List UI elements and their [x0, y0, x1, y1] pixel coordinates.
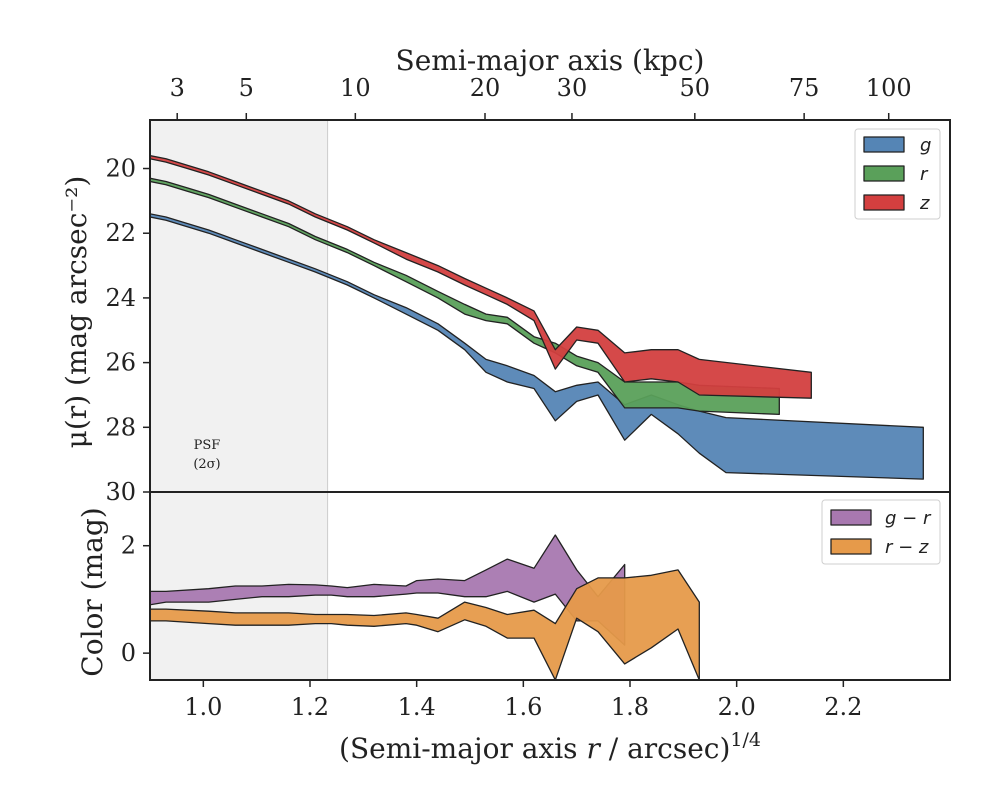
band-z: [151, 155, 812, 399]
band-r-z: [151, 569, 700, 679]
legend-swatch-g: [863, 136, 905, 153]
xtick-label-bottom: 1.8: [611, 693, 649, 721]
xtick-label-bottom: 1.4: [398, 693, 436, 721]
legend-label-r-z: r − z: [885, 537, 929, 558]
xtick-label-bottom: 1.6: [504, 693, 542, 721]
ytick-label-top: 28: [105, 413, 136, 441]
psf-label: PSF: [194, 438, 221, 453]
legend-label-g: g: [920, 135, 931, 156]
bottom-legend: g − r r − z: [821, 499, 941, 565]
legend-swatch-r: [863, 165, 905, 182]
xtick-label-top: 3: [170, 74, 185, 102]
ytick-label-top: 24: [105, 284, 136, 312]
top-axis-label: Semi-major axis (kpc): [396, 44, 705, 77]
band-g: [151, 213, 924, 480]
xtick-label-top: 75: [789, 74, 820, 102]
surface-brightness-bands: [151, 155, 924, 480]
legend-label-g-r: g − r: [885, 508, 932, 529]
xtick-label-top: 50: [680, 74, 711, 102]
legend-label-r: r: [920, 164, 929, 185]
bottom-axis-label: (Semi-major axis r / arcsec)1/4: [339, 729, 761, 765]
top-panel-ylabel: μ(r) (mag arcsec⁻²): [60, 176, 93, 449]
bottom-panel-ylabel: Color (mag): [76, 507, 109, 676]
color-bands: [151, 534, 700, 679]
bottom-panel-frame: [149, 491, 951, 681]
xtick-label-bottom: 2.0: [718, 693, 756, 721]
ytick-label-top: 20: [105, 155, 136, 183]
legend-swatch-g-r: [830, 509, 872, 526]
top-legend: g r z: [854, 128, 941, 220]
psf-region-top: [150, 120, 328, 492]
xtick-label-top: 100: [866, 74, 912, 102]
psf-sigma-label: (2σ): [193, 457, 220, 472]
legend-swatch-z: [863, 194, 905, 211]
legend-label-z: z: [919, 193, 930, 214]
ytick-label-bottom: 0: [121, 639, 136, 667]
ytick-label-top: 22: [105, 219, 136, 247]
xtick-label-bottom: 2.2: [824, 693, 862, 721]
xtick-label-bottom: 1.2: [291, 693, 329, 721]
ytick-label-top: 30: [105, 478, 136, 506]
legend-swatch-r-z: [830, 538, 872, 555]
xtick-label-top: 30: [557, 74, 588, 102]
xtick-label-bottom: 1.0: [184, 693, 222, 721]
xtick-label-top: 10: [340, 74, 371, 102]
ytick-label-top: 26: [105, 349, 136, 377]
xtick-label-top: 5: [239, 74, 254, 102]
ytick-label-bottom: 2: [121, 532, 136, 560]
xtick-label-top: 20: [470, 74, 501, 102]
axes: 20 22 24 26 28 30 0 2 1.0 1.2 1.4 1.6 1.8 2.0 2.2 3 5 10 2…: [105, 74, 911, 721]
